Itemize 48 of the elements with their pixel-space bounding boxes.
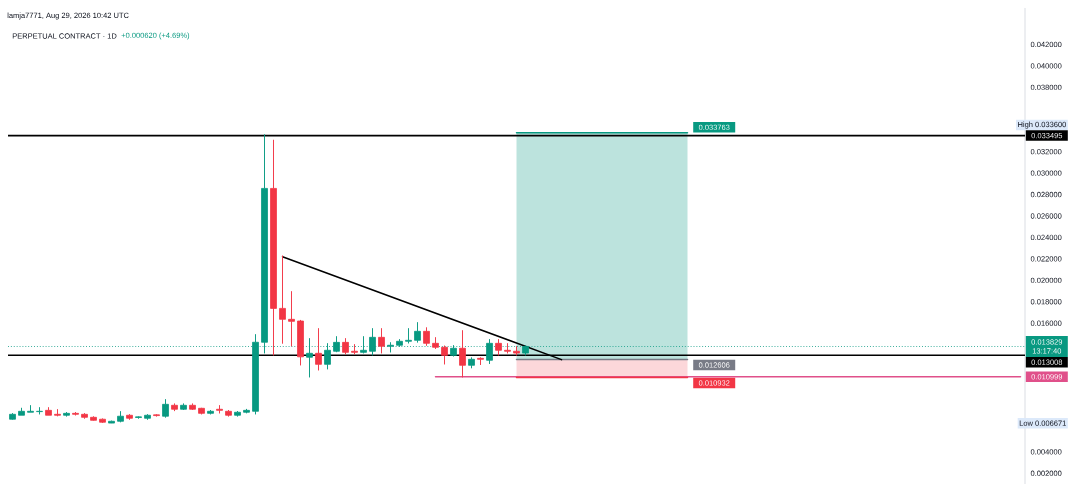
candlestick: [216, 404, 223, 414]
candlestick: [459, 329, 466, 378]
candlestick: [117, 410, 124, 423]
candlestick: [153, 413, 160, 417]
candlestick: [144, 413, 151, 421]
candlestick: [243, 408, 250, 414]
candlestick: [225, 409, 232, 417]
candlestick: [468, 357, 475, 369]
candlestick: [207, 409, 214, 415]
candlestick: [198, 407, 205, 415]
candlestick: [297, 319, 304, 366]
candlestick: [99, 418, 106, 424]
candlestick: [126, 413, 133, 421]
candlestick: [81, 412, 88, 419]
candlestick: [270, 139, 277, 356]
candlestick: [441, 345, 448, 365]
candlestick: [387, 341, 394, 353]
candlestick: [162, 398, 169, 418]
candlestick: [477, 357, 484, 366]
candlestick: [495, 338, 502, 356]
candlestick: [135, 416, 142, 419]
candlestick: [306, 337, 313, 378]
candlestick: [9, 412, 16, 421]
candlestick: [342, 337, 349, 355]
candlestick: [288, 290, 295, 347]
candlestick: [18, 407, 25, 416]
candlestick: [171, 403, 178, 412]
candlestick: [234, 410, 241, 417]
candlestick: [513, 345, 520, 356]
candlestick: [432, 336, 439, 350]
candlestick: [180, 403, 187, 411]
candlestick: [423, 327, 430, 347]
candlestick: [27, 404, 34, 413]
candlestick: [405, 327, 412, 344]
candlestick: [72, 411, 79, 416]
candlestick: [315, 327, 322, 371]
candlestick: [414, 321, 421, 343]
candlestick: [189, 403, 196, 411]
candlestick: [45, 406, 52, 416]
candlestick: [279, 255, 286, 344]
candlestick: [378, 327, 385, 354]
candlestick: [108, 420, 115, 424]
candlestick: [504, 342, 511, 354]
candlestick: [63, 411, 70, 417]
candlestick: [36, 406, 43, 415]
candlestick: [90, 416, 97, 422]
candlestick: [351, 343, 358, 355]
candlestick: [54, 408, 61, 417]
